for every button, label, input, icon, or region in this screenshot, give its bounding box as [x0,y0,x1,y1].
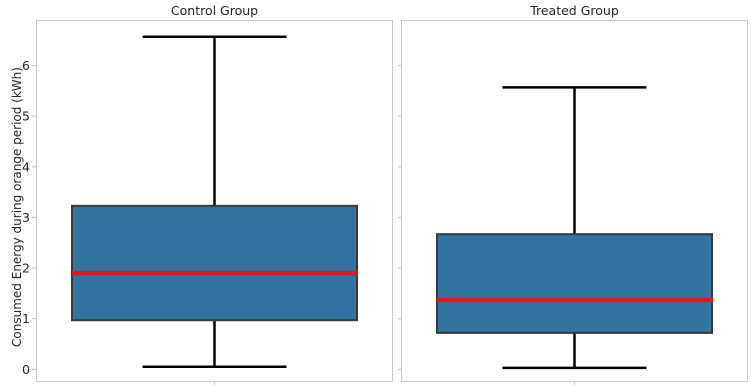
y-axis-label: Consumed Energy during orange period (kW… [10,67,24,347]
y-tick-label: 6 [22,58,30,73]
panel-control: Control Group [36,3,393,385]
y-tick-label: 3 [22,210,30,225]
panel-treated: Treated Group [398,3,748,385]
y-tick-label: 1 [22,311,30,326]
panel-title: Treated Group [529,3,619,18]
panel-frame [401,20,748,382]
y-tick-label: 2 [22,261,30,276]
iqr-box [436,233,713,334]
panel-title: Control Group [171,3,258,18]
y-tick-label: 0 [22,362,30,377]
y-tick-label: 5 [22,109,30,124]
panel-frame [36,20,393,382]
iqr-box [71,204,358,322]
y-tick-label: 4 [22,159,30,174]
panels: 0 1 2 3 4 5 6 Control Group Treated Group [22,3,748,385]
